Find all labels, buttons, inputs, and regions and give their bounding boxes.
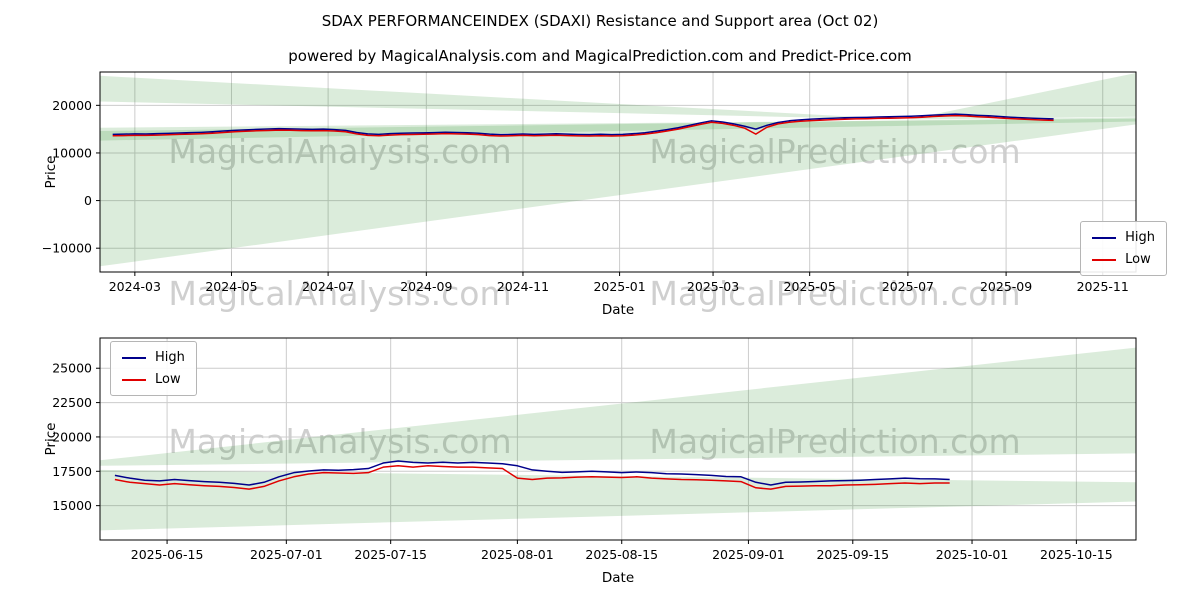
svg-text:2025-08-01: 2025-08-01 (481, 547, 554, 562)
legend-label-high: High (155, 350, 185, 365)
legend-label-high: High (1125, 230, 1155, 245)
legend-label-low: Low (1125, 252, 1151, 267)
svg-text:2024-03: 2024-03 (109, 279, 161, 294)
svg-text:22500: 22500 (52, 395, 92, 410)
svg-text:Price: Price (43, 156, 59, 189)
svg-text:2024-07: 2024-07 (302, 279, 354, 294)
svg-text:2025-06-15: 2025-06-15 (131, 547, 204, 562)
svg-text:Date: Date (602, 302, 634, 318)
svg-text:Date: Date (602, 570, 634, 586)
svg-text:2025-09: 2025-09 (980, 279, 1032, 294)
svg-text:2024-05: 2024-05 (205, 279, 257, 294)
svg-text:2025-01: 2025-01 (593, 279, 645, 294)
svg-text:2025-09-01: 2025-09-01 (712, 547, 785, 562)
legend-entry-high: High (1092, 230, 1155, 245)
svg-text:2025-10-15: 2025-10-15 (1040, 547, 1113, 562)
bottom-price-chart: 2025-06-15 2025-07-01 2025-07-15 2025-08-01… (43, 337, 1137, 586)
svg-text:0: 0 (84, 193, 92, 208)
svg-text:2024-11: 2024-11 (497, 279, 549, 294)
svg-text:15000: 15000 (52, 498, 92, 513)
svg-text:2024-09: 2024-09 (400, 279, 452, 294)
legend-entry-low: Low (122, 372, 185, 387)
svg-text:17500: 17500 (52, 464, 92, 479)
svg-text:2025-03: 2025-03 (687, 279, 739, 294)
low-line-swatch (1092, 258, 1117, 261)
svg-text:10000: 10000 (52, 145, 92, 160)
svg-text:2025-11: 2025-11 (1077, 279, 1129, 294)
svg-text:25000: 25000 (52, 361, 92, 376)
top-price-chart: 2024-03 2024-05 2024-07 2024-09 2024-11 2025-… (42, 71, 1137, 318)
low-line-swatch (122, 378, 146, 381)
figure-title: SDAX PERFORMANCEINDEX (SDAXI) Resistance… (321, 12, 879, 30)
high-line-swatch (122, 356, 146, 359)
svg-text:2025-07: 2025-07 (882, 279, 934, 294)
svg-text:2025-05: 2025-05 (784, 279, 836, 294)
legend-top-chart: High Low (1080, 221, 1167, 276)
high-line-swatch (1092, 236, 1117, 239)
figure-subtitle: powered by MagicalAnalysis.com and Magic… (288, 47, 912, 65)
svg-text:20000: 20000 (52, 429, 92, 444)
legend-entry-high: High (122, 350, 185, 365)
legend-bottom-chart: High Low (110, 341, 197, 396)
svg-text:20000: 20000 (52, 98, 92, 113)
svg-text:2025-07-01: 2025-07-01 (250, 547, 323, 562)
svg-text:2025-08-15: 2025-08-15 (585, 547, 658, 562)
svg-text:2025-07-15: 2025-07-15 (354, 547, 427, 562)
svg-text:2025-09-15: 2025-09-15 (816, 547, 889, 562)
svg-text:−10000: −10000 (42, 241, 92, 256)
legend-entry-low: Low (1092, 252, 1155, 267)
svg-text:2025-10-01: 2025-10-01 (936, 547, 1009, 562)
svg-text:Price: Price (43, 423, 59, 456)
legend-label-low: Low (155, 372, 181, 387)
